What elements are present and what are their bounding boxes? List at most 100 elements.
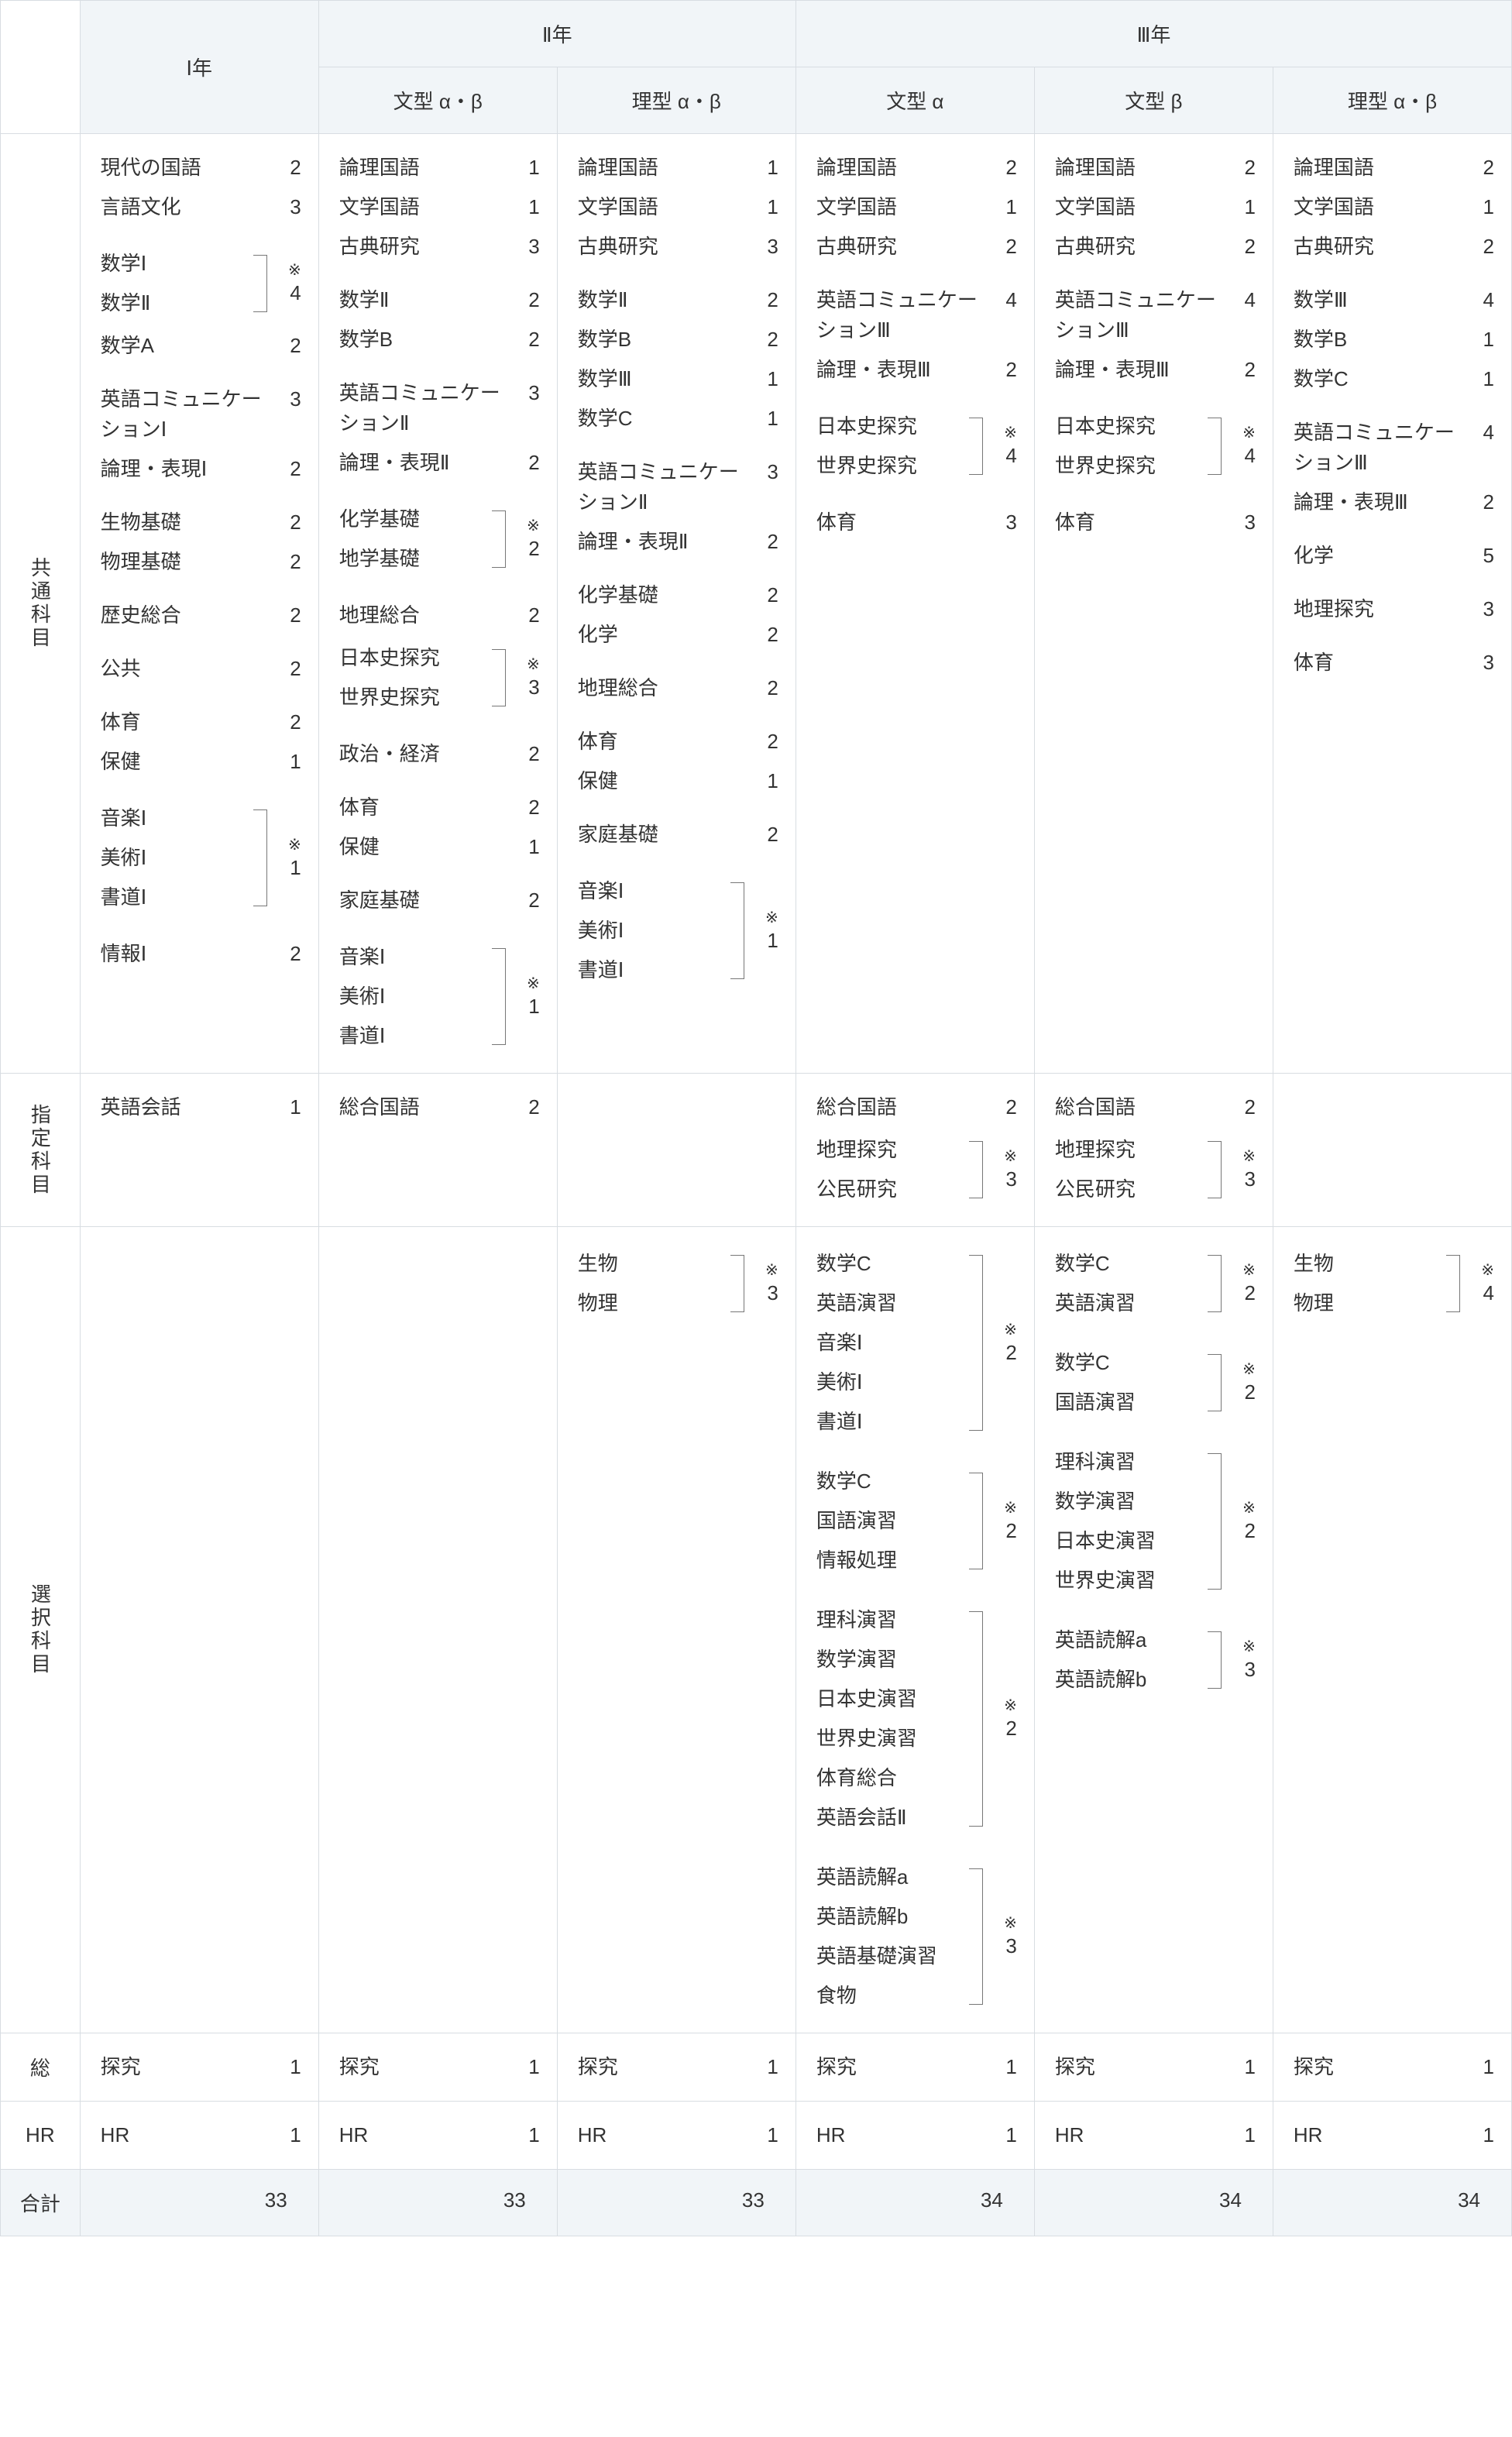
subject-credits: 2 [278,331,301,361]
subject-credits: 4 [1232,285,1256,315]
subject-credits: 3 [755,232,778,262]
subject-name: 文学国語 [816,192,994,222]
subject-name: 数学Ⅱ [101,284,250,323]
subject-group: 化学基礎地学基礎※2 [339,497,540,582]
total-y2b: 33 [318,2170,557,2236]
subject-item: 文学国語1 [1294,187,1494,227]
subject-item: 数学B2 [578,320,778,359]
subject-name: 政治・経済 [339,739,517,769]
subject-credits: 2 [755,527,778,557]
subject-group: 日本史探究世界史探究※4 [1055,404,1256,489]
subject-credits: 3 [517,378,540,408]
cell-y2r-shitei [557,1074,796,1227]
subject-name: 文学国語 [1055,192,1232,222]
subject-name: 化学 [1294,541,1471,571]
subject-credits: 2 [755,580,778,610]
subject-name: 数学B [1294,325,1471,355]
subject-item: 体育3 [1055,503,1256,542]
subject-item: 数学Ⅲ4 [1294,280,1494,320]
subject-credits: 3 [767,1280,778,1306]
subject-item: 保健1 [101,742,301,782]
subject-name: 日本史探究 [816,407,966,446]
subject-item: 探究1 [578,2047,778,2087]
subject-credits: 3 [528,675,539,700]
subject-name: 体育 [1055,507,1232,538]
subject-credits: 1 [290,855,301,881]
subject-credits: 2 [1471,232,1494,262]
total-y3r: 34 [1273,2170,1511,2236]
subject-name: 生物基礎 [101,507,278,538]
subject-item: 総合国語2 [816,1088,1017,1127]
subject-name: 論理国語 [578,153,755,183]
subject-credits: 2 [517,792,540,823]
subject-credits: 2 [994,153,1017,183]
subject-item: 探究1 [816,2047,1017,2087]
subject-item: HR1 [101,2116,301,2155]
subject-name: HR [1055,2120,1232,2150]
subject-credits: 2 [1244,1518,1255,1544]
subject-name: 探究 [101,2052,278,2082]
subject-credits: 2 [1005,1716,1016,1741]
subject-name: 数学Ⅱ [339,285,517,315]
subject-item: 情報Ⅰ2 [101,934,301,974]
asterisk-icon: ※ [527,517,540,536]
subject-credits: 4 [994,285,1017,315]
subject-credits: 2 [278,654,301,684]
subject-item: 古典研究3 [578,227,778,266]
subject-item: 英語コミュニケーションⅢ4 [816,280,1017,350]
subject-name: 理科演習 [816,1600,966,1640]
subject-item: 数学B1 [1294,320,1494,359]
subject-name: 世界史演習 [816,1719,966,1758]
asterisk-icon: ※ [1004,1914,1017,1933]
subject-credits: 2 [755,820,778,850]
subject-name: 現代の国語 [101,153,278,183]
subject-item: 論理国語1 [578,148,778,187]
subject-name: 論理・表現Ⅱ [578,527,755,557]
cell-y3a-common: 論理国語2文学国語1古典研究2英語コミュニケーションⅢ4論理・表現Ⅲ2日本史探究… [796,134,1034,1074]
subject-item: 地理総合2 [578,669,778,708]
subject-name: 古典研究 [1055,232,1232,262]
subject-item: 公共2 [101,649,301,689]
subject-name: 世界史探究 [816,446,966,486]
row-sentaku-label: 選択科目 [1,1227,81,2033]
subject-credits: 1 [1471,325,1494,355]
subject-name: 世界史探究 [339,678,489,717]
subject-credits: 3 [278,192,301,222]
subject-credits: 4 [1244,443,1255,469]
asterisk-icon: ※ [527,974,540,994]
row-shitei-label: 指定科目 [1,1074,81,1227]
cell-y3r-sen: 生物物理※4 [1273,1227,1511,2033]
asterisk-icon: ※ [1004,1499,1017,1518]
subject-item: 論理国語2 [1055,148,1256,187]
subject-credits: 1 [517,2120,540,2150]
subject-credits: 1 [278,747,301,777]
subject-item: 地理探究3 [1294,589,1494,629]
subject-credits: 3 [517,232,540,262]
subject-name: 論理国語 [339,153,517,183]
subject-item: 総合国語2 [339,1088,540,1127]
total-y3b: 34 [1034,2170,1273,2236]
subject-credits: 2 [1471,487,1494,517]
subject-item: HR1 [578,2116,778,2155]
subject-credits: 2 [517,739,540,769]
subject-name: 数学C [1055,1244,1204,1284]
subject-name: 探究 [578,2052,755,2082]
subject-item: 英語コミュニケーションⅢ4 [1055,280,1256,350]
row-common-label: 共通科目 [1,134,81,1074]
subject-name: 書道Ⅰ [816,1402,966,1442]
subject-name: 体育 [339,792,517,823]
subject-credits: 1 [755,404,778,434]
subject-item: HR1 [816,2116,1017,2155]
cell-y3r-common: 論理国語2文学国語1古典研究2数学Ⅲ4数学B1数学C1英語コミュニケーションⅢ4… [1273,134,1511,1074]
subject-name: HR [816,2120,994,2150]
subject-name: 世界史演習 [1055,1561,1204,1600]
subject-name: HR [1294,2120,1471,2150]
cell-y2b-common: 論理国語1文学国語1古典研究3数学Ⅱ2数学B2英語コミュニケーションⅡ3論理・表… [318,134,557,1074]
subject-credits: 1 [278,2120,301,2150]
subject-item: 生物基礎2 [101,503,301,542]
subject-item: 英語会話1 [101,1088,301,1127]
asterisk-icon: ※ [1242,1261,1256,1280]
subject-name: 探究 [816,2052,994,2082]
asterisk-icon: ※ [288,261,301,280]
cell-y3b-sou: 探究1 [1034,2033,1273,2102]
